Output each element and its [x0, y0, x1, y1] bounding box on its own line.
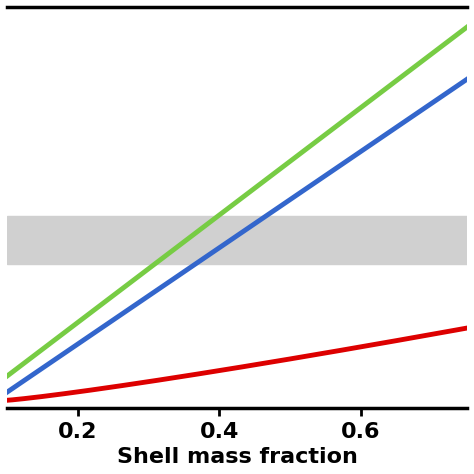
- Bar: [7, 216, 467, 264]
- X-axis label: Shell mass fraction: Shell mass fraction: [117, 447, 357, 467]
